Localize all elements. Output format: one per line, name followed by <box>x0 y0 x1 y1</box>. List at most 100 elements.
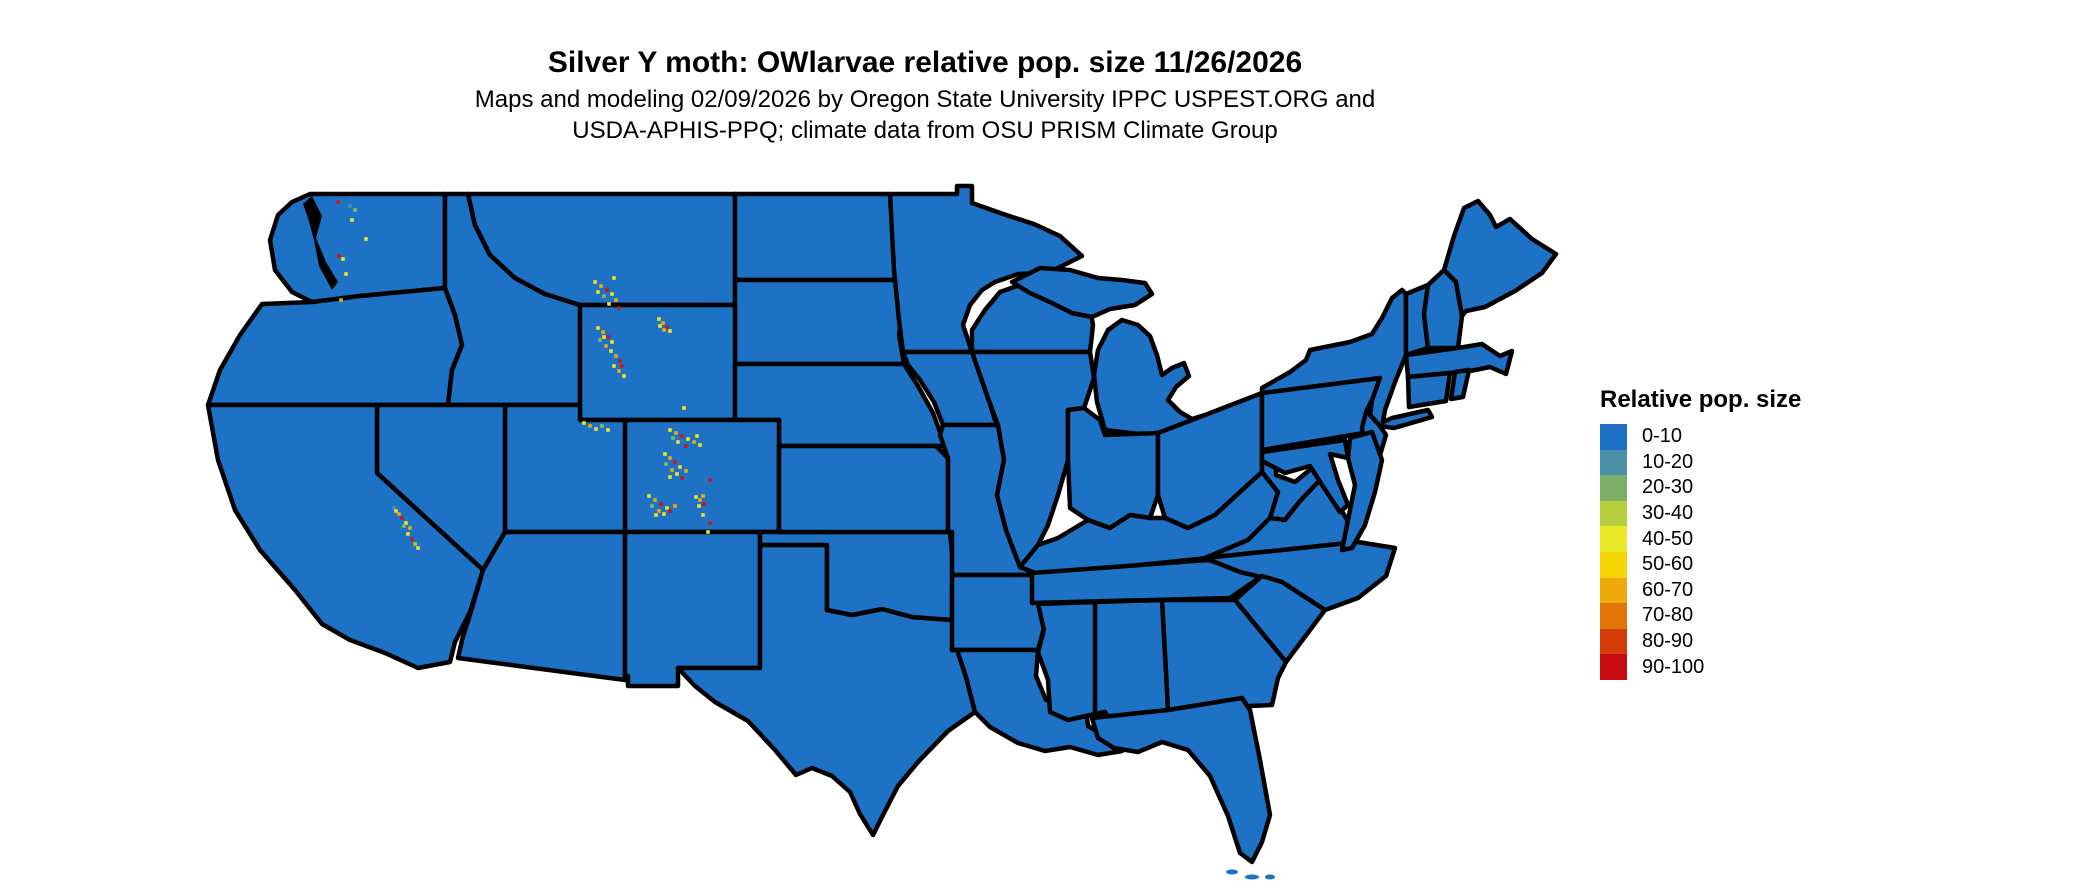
legend-row: 60-70 <box>1600 577 1840 604</box>
hotspot-dot <box>658 324 662 328</box>
legend-row: 30-40 <box>1600 500 1840 527</box>
page-title: Silver Y moth: OWlarvae relative pop. si… <box>547 46 1303 80</box>
state-shapes <box>205 183 1559 865</box>
hotspot-dot <box>392 506 396 510</box>
hotspot-dot <box>598 338 602 342</box>
hotspot-dot <box>708 478 712 482</box>
hotspot-dot <box>698 443 702 447</box>
hotspot-dot <box>336 200 340 204</box>
hotspot-dot <box>596 290 600 294</box>
hotspot-dot <box>647 494 651 498</box>
hotspot-dot <box>697 504 701 508</box>
us-map-svg <box>205 183 1559 880</box>
state-virginia <box>1202 475 1361 561</box>
map-subtitle: Maps and modeling 02/09/2026 by Oregon S… <box>475 84 1375 146</box>
hotspot-dot <box>673 504 677 508</box>
hotspot-dot <box>698 498 702 502</box>
hotspot-dot <box>668 329 672 333</box>
legend-label: 80-90 <box>1642 630 1694 653</box>
legend-row: 40-50 <box>1600 526 1840 552</box>
state-north-carolina <box>1202 539 1398 613</box>
hotspot-dot <box>673 460 677 464</box>
population-hotspot-dots <box>336 200 712 550</box>
hotspot-dot <box>614 298 618 302</box>
hotspot-dot <box>400 516 404 520</box>
hotspot-dot <box>594 427 598 431</box>
us-choropleth-map <box>200 120 1590 890</box>
legend-label: 0-10 <box>1642 425 1683 448</box>
legend-title: Relative pop. size <box>1600 386 1802 413</box>
legend-label: 70-80 <box>1642 604 1694 627</box>
legend-row: 10-20 <box>1600 449 1840 476</box>
hotspot-dot <box>662 328 666 332</box>
hotspot-dot <box>602 335 606 339</box>
legend-row: 20-30 <box>1600 475 1840 501</box>
hotspot-dot <box>350 218 354 222</box>
hotspot-dot <box>675 472 679 476</box>
state-maine <box>1441 198 1559 319</box>
hotspot-dot <box>663 452 667 456</box>
legend-label: 30-40 <box>1642 502 1694 525</box>
state-oregon <box>205 285 465 408</box>
hotspot-dot <box>654 513 658 517</box>
hotspot-dot <box>588 424 592 428</box>
state-south-carolina <box>1232 573 1328 665</box>
hotspot-dot <box>676 440 680 444</box>
legend-swatch <box>1600 475 1627 501</box>
hotspot-dot <box>692 440 696 444</box>
hotspot-dot <box>684 469 688 473</box>
state-mississippi <box>1035 599 1098 723</box>
legend-swatch <box>1600 577 1627 604</box>
hotspot-dot <box>657 509 661 513</box>
hotspot-dot <box>668 475 672 479</box>
legend-swatch <box>1600 424 1627 450</box>
legend-swatch <box>1600 449 1627 476</box>
state-michigan-upper <box>1009 265 1155 320</box>
hotspot-dot <box>612 364 616 368</box>
state-florida <box>1089 695 1273 865</box>
hotspot-dot <box>662 512 666 516</box>
hotspot-dot <box>653 498 657 502</box>
state-new-mexico <box>622 529 763 689</box>
state-delmarva-peninsula <box>1339 429 1385 553</box>
legend-rows: 0-10 10-20 20-30 30-40 40-50 50-60 60-70 70-80 8… <box>1600 424 1840 680</box>
hotspot-dot <box>404 521 408 525</box>
hotspot-dot <box>661 321 665 325</box>
legend-swatch <box>1600 654 1627 680</box>
hotspot-dot <box>614 354 618 358</box>
hotspot-dot <box>406 532 410 536</box>
hotspot-dot <box>670 468 674 472</box>
hotspot-dot <box>413 542 417 546</box>
hotspot-dot <box>684 444 688 448</box>
hotspot-dot <box>582 421 586 425</box>
hotspot-dot <box>680 476 684 480</box>
hotspot-dot <box>610 340 614 344</box>
subtitle-line-1: Maps and modeling 02/09/2026 by Oregon S… <box>474 86 1376 113</box>
hotspot-dot <box>620 364 624 368</box>
hotspot-dot <box>600 424 604 428</box>
hotspot-dot <box>665 325 669 329</box>
legend-swatch <box>1600 500 1627 527</box>
state-connecticut <box>1405 370 1453 410</box>
hotspot-dot <box>674 431 678 435</box>
state-alabama <box>1092 597 1171 731</box>
hotspot-dot <box>622 374 626 378</box>
hotspot-dot <box>606 428 610 432</box>
hotspot-dot <box>665 506 669 510</box>
hotspot-dot <box>416 546 420 550</box>
state-kansas <box>776 443 951 535</box>
hotspot-dot <box>344 272 348 276</box>
legend-label: 90-100 <box>1642 655 1705 678</box>
hotspot-dot <box>678 465 682 469</box>
hotspot-dot <box>341 257 345 261</box>
hotspot-dot <box>348 204 352 208</box>
hotspot-dot <box>602 294 606 298</box>
hotspot-dot <box>606 335 610 339</box>
florida-keys-islets <box>1226 869 1275 880</box>
state-tennessee <box>1029 557 1265 606</box>
hotspot-dot <box>402 524 406 528</box>
hotspot-dot <box>337 254 341 258</box>
hotspot-dot <box>668 456 672 460</box>
hotspot-dot <box>617 369 621 373</box>
